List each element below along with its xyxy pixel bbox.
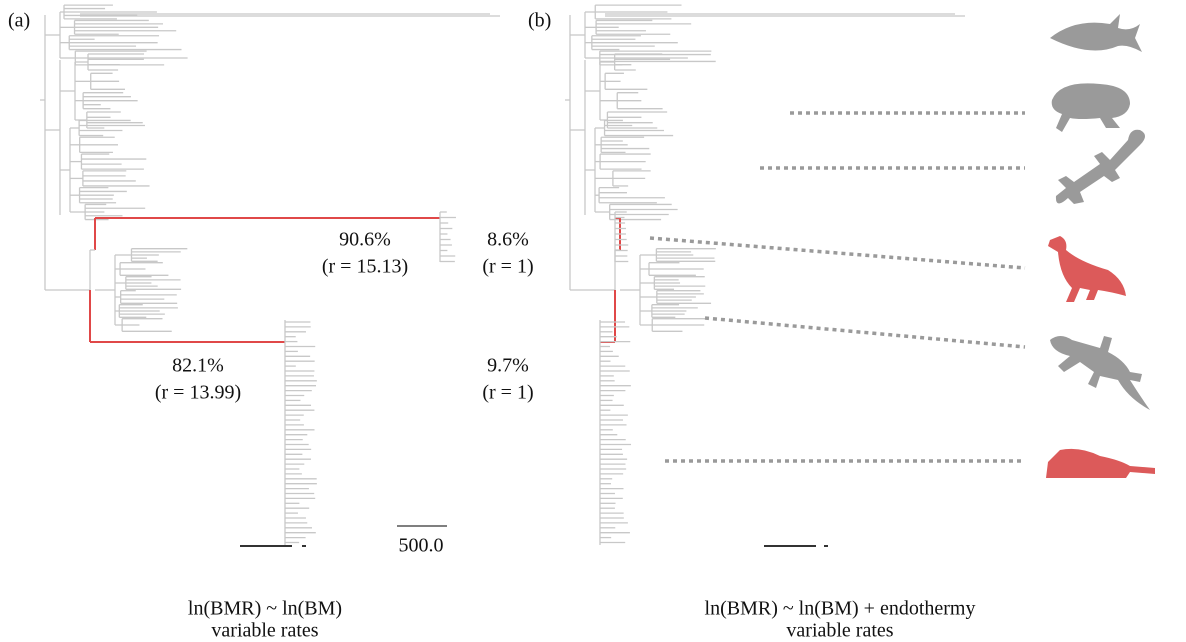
- annotation: (r = 13.99): [155, 382, 241, 404]
- annotation: 8.6%: [487, 229, 529, 251]
- caption: variable rates: [211, 620, 318, 642]
- bird: [1048, 236, 1126, 302]
- annotation: (r = 1): [482, 382, 533, 404]
- caption: ln(BMR) ~ ln(BM): [188, 598, 342, 620]
- mammal: [1046, 448, 1155, 478]
- phylogenies: [40, 4, 965, 545]
- fish: [1050, 14, 1142, 52]
- panel-label: (a): [8, 10, 30, 32]
- annotation: (r = 1): [482, 256, 533, 278]
- dotted-line: [649, 236, 1026, 270]
- annotation: 9.7%: [487, 355, 529, 377]
- annotation: (r = 15.13): [322, 256, 408, 278]
- caption: variable rates: [786, 620, 893, 642]
- silhouettes: [1046, 14, 1155, 478]
- annotation: 82.1%: [172, 355, 224, 377]
- dotted-line: [704, 316, 1026, 349]
- connectors: [649, 111, 1026, 463]
- frog: [1051, 83, 1130, 132]
- salamander: [1055, 129, 1145, 204]
- lizard: [1050, 336, 1150, 410]
- panel-label: (b): [528, 10, 551, 32]
- scale-label: 500.0: [399, 535, 444, 557]
- annotation: 90.6%: [339, 229, 391, 251]
- caption: ln(BMR) ~ ln(BM) + endothermy: [705, 598, 976, 620]
